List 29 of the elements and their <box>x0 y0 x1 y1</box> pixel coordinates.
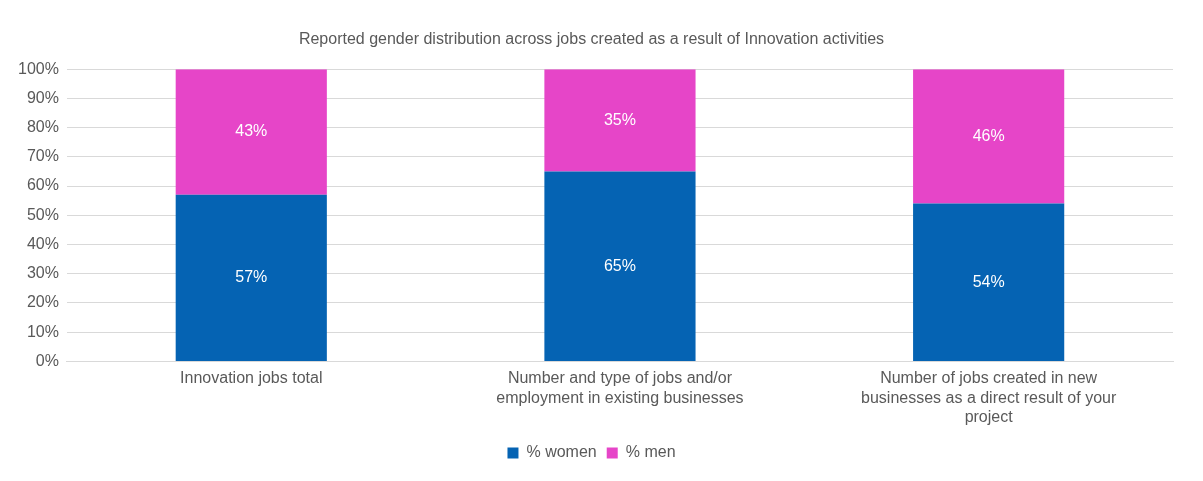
data-label: 57% <box>235 268 268 286</box>
data-label: 54% <box>972 272 1005 290</box>
x-tick-label: Number and type of jobs and/or employment in existing businesses <box>496 369 744 406</box>
x-tick-label: Innovation jobs total <box>180 369 323 387</box>
legend-label: % men <box>625 443 676 461</box>
y-tick-label: 60% <box>26 176 59 194</box>
y-tick-label: 70% <box>26 147 59 165</box>
bar <box>544 171 696 361</box>
chart-title: Reported gender distribution across jobs created as a result of Innovation activities <box>298 30 885 48</box>
y-tick-label: 10% <box>26 322 59 340</box>
y-tick-label: 50% <box>26 205 59 223</box>
data-label: 43% <box>235 122 268 140</box>
x-tick-label: Number of jobs created in new businesses as a direct result of your project <box>861 369 1117 425</box>
y-tick-label: 40% <box>26 234 59 252</box>
y-tick-label: 100% <box>18 59 59 77</box>
bar <box>175 69 327 195</box>
bar <box>175 194 327 361</box>
y-tick-label: 20% <box>26 293 59 311</box>
bar <box>913 203 1065 361</box>
y-tick-label: 80% <box>26 118 59 136</box>
data-label: 46% <box>972 126 1005 144</box>
bar <box>544 69 696 172</box>
legend-label: % women <box>526 443 597 461</box>
data-label: 65% <box>603 256 636 274</box>
y-tick-label: 30% <box>26 264 59 282</box>
data-label: 35% <box>603 110 636 128</box>
bar <box>913 69 1065 204</box>
y-tick-label: 0% <box>35 351 59 369</box>
y-tick-label: 90% <box>26 88 59 106</box>
